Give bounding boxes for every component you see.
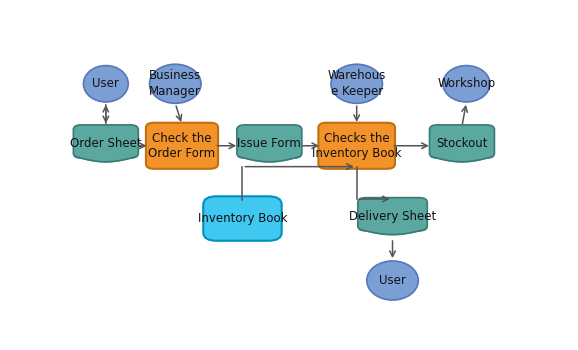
Text: Business
Manager: Business Manager — [149, 69, 201, 98]
Ellipse shape — [367, 261, 418, 300]
Polygon shape — [76, 157, 136, 162]
Text: Workshop: Workshop — [438, 77, 495, 90]
FancyBboxPatch shape — [358, 198, 427, 231]
Text: User: User — [92, 77, 119, 90]
Polygon shape — [432, 157, 492, 162]
Polygon shape — [239, 157, 299, 162]
FancyBboxPatch shape — [73, 125, 138, 158]
Text: Stockout: Stockout — [436, 137, 488, 150]
Ellipse shape — [83, 65, 128, 102]
Polygon shape — [360, 230, 425, 235]
Text: User: User — [379, 274, 406, 287]
FancyBboxPatch shape — [237, 125, 302, 158]
Text: Delivery Sheet: Delivery Sheet — [349, 210, 436, 223]
Text: Warehous
e Keeper: Warehous e Keeper — [328, 69, 386, 98]
Text: Inventory Book: Inventory Book — [198, 212, 287, 225]
FancyBboxPatch shape — [146, 123, 218, 169]
Text: Check the
Order Form: Check the Order Form — [149, 132, 216, 160]
Ellipse shape — [331, 64, 383, 103]
FancyBboxPatch shape — [318, 123, 395, 169]
Text: Issue Form: Issue Form — [238, 137, 301, 150]
Ellipse shape — [150, 64, 201, 103]
Text: Checks the
Inventory Book: Checks the Inventory Book — [312, 132, 402, 160]
FancyBboxPatch shape — [203, 196, 281, 241]
Ellipse shape — [443, 65, 490, 102]
Text: Order Sheet: Order Sheet — [70, 137, 142, 150]
FancyBboxPatch shape — [429, 125, 494, 158]
